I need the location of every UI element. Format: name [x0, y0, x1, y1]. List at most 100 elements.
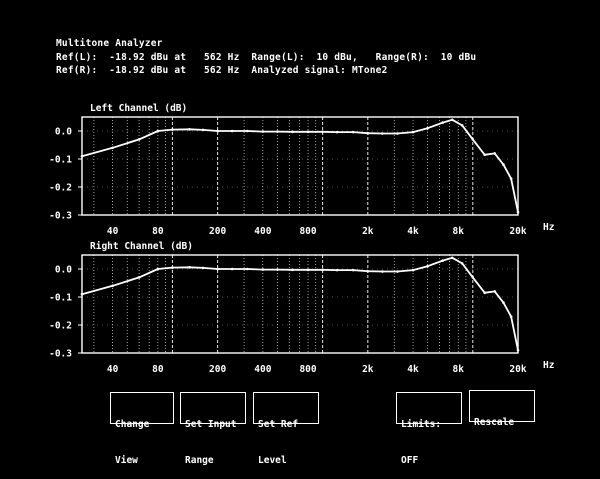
left-data-point	[366, 131, 370, 135]
left-data-point	[188, 128, 191, 131]
change-view-button[interactable]: Change View	[110, 392, 174, 466]
set-ref-level-label-1: Set Ref	[258, 419, 299, 430]
left-data-point	[306, 130, 310, 134]
left-xtick-label: 200	[209, 226, 226, 237]
analyzer-charts: 0.0 -0.1 -0.2 -0.3 40 80 200 400 800 2k 4k 8k 20k Hz L…	[49, 103, 555, 375]
right-ytick-label: -0.3	[49, 349, 72, 360]
right-xaxis-unit: Hz	[543, 360, 555, 371]
limits-button[interactable]: Limits: OFF	[396, 392, 462, 466]
right-xtick-label: 2k	[362, 364, 374, 375]
left-data-point	[245, 129, 249, 133]
right-data-point	[188, 266, 191, 269]
left-data-point	[216, 129, 219, 133]
right-data-point	[306, 268, 310, 272]
right-data-point	[502, 301, 505, 304]
left-data-point	[460, 124, 464, 127]
left-data-point	[321, 130, 324, 134]
left-data-point	[381, 132, 384, 135]
left-xtick-label: 2k	[362, 226, 374, 237]
left-data-point	[171, 128, 174, 131]
left-xtick-label: 4k	[407, 226, 419, 237]
right-xtick-label: 40	[107, 364, 119, 375]
left-data-point	[483, 153, 486, 157]
app-title: Multitone Analyzer	[56, 38, 163, 49]
left-ytick-label: -0.3	[49, 211, 72, 222]
ref-right-readout: Ref(R): -18.92 dBu at 562 Hz Analyzed si…	[56, 65, 388, 76]
right-data-point	[321, 268, 324, 272]
left-response-curve	[81, 118, 519, 213]
left-data-point	[230, 129, 234, 133]
right-data-point	[276, 268, 279, 271]
left-data-point	[441, 121, 444, 124]
limits-label-2: OFF	[401, 455, 419, 466]
change-view-label-2: View	[115, 455, 138, 466]
left-data-point	[111, 146, 114, 150]
left-ytick-label: -0.2	[49, 183, 72, 194]
left-data-point	[156, 129, 160, 133]
right-ytick-label: -0.2	[49, 321, 72, 332]
left-data-point	[426, 126, 429, 130]
rescale-label-1: Rescale	[474, 417, 515, 428]
left-plot-frame	[81, 116, 519, 216]
right-data-point	[493, 290, 497, 293]
right-data-point	[441, 259, 444, 262]
right-data-point	[450, 256, 454, 260]
set-ref-level-button[interactable]: Set Ref Level	[253, 392, 319, 466]
right-ytick-label: -0.1	[49, 293, 72, 304]
left-data-point	[351, 130, 355, 134]
left-data-point	[261, 130, 265, 133]
left-data-point	[471, 138, 475, 141]
left-data-point	[516, 210, 520, 214]
left-data-point	[396, 132, 399, 135]
right-data-point	[245, 267, 249, 271]
rescale-button[interactable]: Rescale	[469, 390, 535, 428]
change-view-label-1: Change	[115, 419, 150, 430]
right-data-point	[396, 270, 399, 273]
ref-left-readout: Ref(L): -18.92 dBu at 562 Hz Range(L): 1…	[56, 52, 477, 63]
left-data-point	[502, 163, 505, 166]
right-data-point	[381, 270, 384, 273]
right-data-point	[261, 268, 265, 271]
limits-label-1: Limits:	[401, 419, 442, 430]
set-input-range-label-2: Range	[185, 455, 214, 466]
right-data-point	[137, 276, 141, 279]
right-data-point	[509, 315, 513, 318]
right-data-point	[483, 291, 486, 295]
left-xaxis-unit: Hz	[543, 222, 555, 233]
right-plot-frame	[81, 254, 519, 354]
left-data-point	[80, 154, 84, 158]
right-data-point	[291, 268, 294, 272]
left-xtick-label: 400	[254, 226, 271, 237]
right-data-point	[411, 268, 415, 272]
right-xtick-label: 800	[299, 364, 316, 375]
right-data-point	[216, 267, 219, 271]
set-input-range-button[interactable]: Set Input Range	[180, 392, 246, 466]
right-response-curve	[81, 256, 519, 351]
right-data-point	[426, 264, 429, 268]
left-data-point	[335, 130, 339, 134]
left-ytick-label: 0.0	[55, 127, 72, 138]
left-xtick-label: 800	[299, 226, 316, 237]
left-xtick-label: 80	[152, 226, 164, 237]
left-data-point	[493, 152, 497, 155]
left-data-point	[137, 138, 141, 141]
right-data-point	[471, 276, 475, 279]
left-ytick-label: -0.1	[49, 155, 72, 166]
right-data-point	[171, 266, 174, 269]
right-data-point	[201, 266, 205, 270]
right-xtick-label: 80	[152, 364, 164, 375]
right-data-point	[351, 268, 355, 272]
right-data-point	[366, 269, 370, 273]
left-xtick-label: 8k	[453, 226, 465, 237]
right-xtick-label: 20k	[509, 364, 526, 375]
right-data-point	[80, 292, 84, 296]
set-input-range-label-1: Set Input	[185, 419, 237, 430]
right-data-point	[460, 262, 464, 265]
left-data-point	[509, 177, 513, 180]
set-ref-level-label-2: Level	[258, 455, 287, 466]
right-data-point	[230, 267, 234, 271]
right-data-point	[156, 267, 160, 271]
right-data-point	[516, 348, 520, 352]
left-data-point	[291, 130, 294, 134]
right-data-point	[335, 268, 339, 272]
